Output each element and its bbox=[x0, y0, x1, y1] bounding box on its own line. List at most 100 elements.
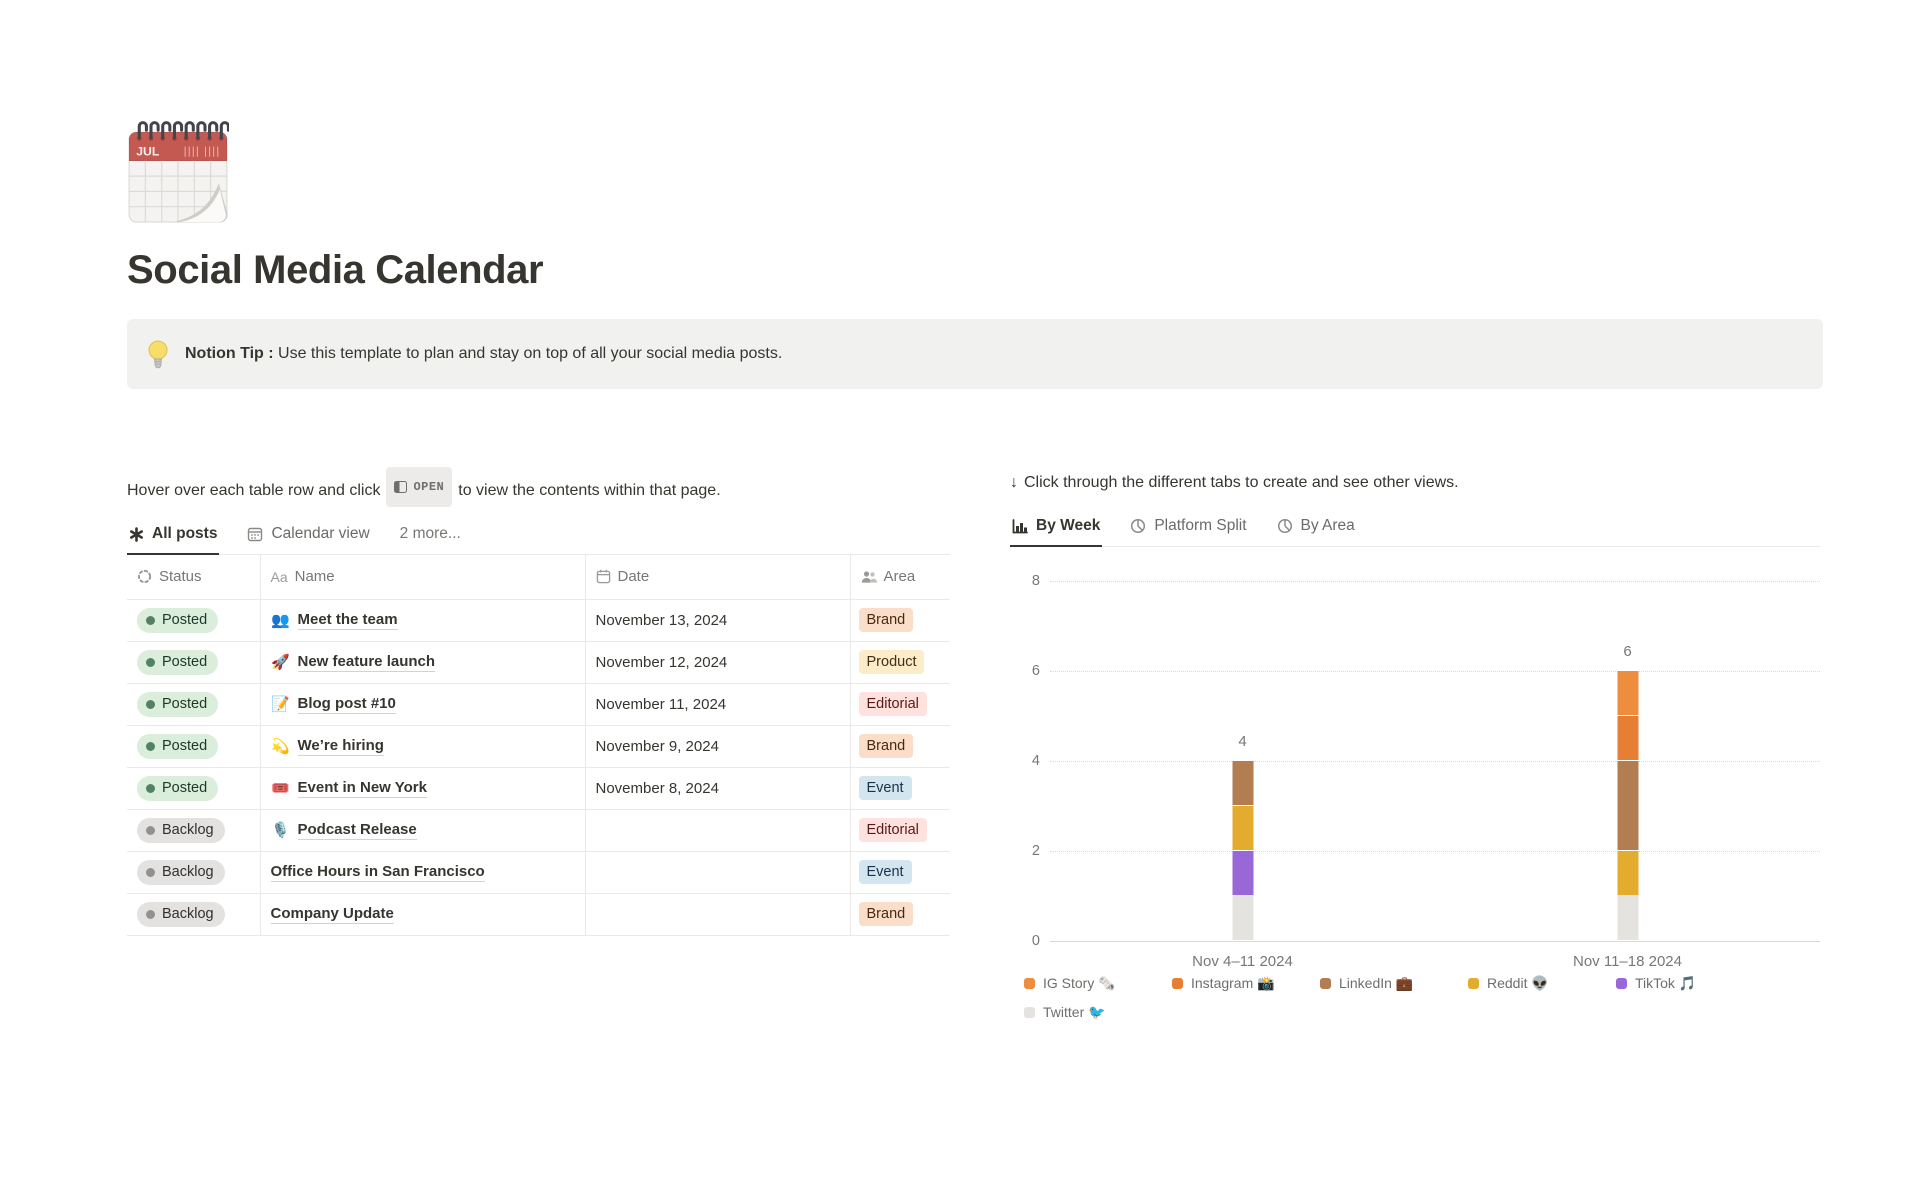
column-header-status[interactable]: Status bbox=[127, 555, 261, 600]
name-cell[interactable]: Company Update bbox=[260, 893, 586, 936]
table-row[interactable]: Backlog 🎙️ Podcast Release Editorial bbox=[127, 809, 950, 852]
tab-label: Calendar view bbox=[271, 525, 370, 542]
page-icon-spiral-calendar[interactable]: JUL bbox=[127, 116, 230, 224]
name-cell[interactable]: 👥 Meet the team bbox=[260, 599, 586, 642]
page-emoji-icon: 🎟️ bbox=[271, 780, 290, 797]
status-label: Posted bbox=[162, 654, 208, 670]
page-link[interactable]: Event in New York bbox=[297, 778, 427, 798]
tab-platform-split[interactable]: Platform Split bbox=[1128, 511, 1248, 547]
status-badge[interactable]: Posted bbox=[137, 607, 219, 633]
status-dot-icon bbox=[146, 909, 155, 919]
status-cell[interactable]: Posted bbox=[127, 641, 261, 684]
status-badge[interactable]: Backlog bbox=[137, 859, 225, 885]
tab-label: By Week bbox=[1036, 517, 1101, 534]
status-badge[interactable]: Posted bbox=[137, 649, 219, 675]
page-link[interactable]: We’re hiring bbox=[297, 736, 384, 756]
area-tag[interactable]: Brand bbox=[858, 734, 914, 758]
name-cell[interactable]: 💫 We’re hiring bbox=[260, 725, 586, 768]
legend-label: IG Story 🗞️ bbox=[1043, 975, 1116, 991]
status-cell[interactable]: Backlog bbox=[127, 893, 261, 936]
column-header-area[interactable]: Area bbox=[850, 555, 950, 600]
name-cell[interactable]: 🚀 New feature launch bbox=[260, 641, 586, 684]
page-link[interactable]: Office Hours in San Francisco bbox=[270, 862, 485, 882]
area-cell[interactable]: Brand bbox=[850, 599, 950, 642]
table-row[interactable]: Backlog Company Update Brand bbox=[127, 893, 950, 936]
area-tag[interactable]: Event bbox=[858, 776, 912, 800]
page-emoji-icon: 🚀 bbox=[271, 654, 290, 671]
name-cell[interactable]: 🎙️ Podcast Release bbox=[260, 809, 586, 852]
status-badge[interactable]: Posted bbox=[137, 775, 219, 801]
asterisk-icon bbox=[129, 526, 143, 542]
page-link[interactable]: Company Update bbox=[270, 904, 394, 924]
status-cell[interactable]: Posted bbox=[127, 767, 261, 810]
table-row[interactable]: Posted 🚀 New feature launch November 12, 20… bbox=[127, 641, 950, 684]
status-badge[interactable]: Posted bbox=[137, 733, 219, 759]
legend-item-ig-story: IG Story 🗞️ bbox=[1024, 975, 1172, 992]
tab-by-area[interactable]: By Area bbox=[1275, 511, 1357, 547]
page-link[interactable]: Meet the team bbox=[297, 610, 398, 630]
column-header-date[interactable]: Date bbox=[585, 555, 851, 600]
status-cell[interactable]: Backlog bbox=[127, 809, 261, 852]
name-cell[interactable]: 🎟️ Event in New York bbox=[260, 767, 586, 810]
page-emoji-icon: 💫 bbox=[271, 738, 290, 755]
area-tag[interactable]: Product bbox=[858, 650, 925, 674]
tab-more-views[interactable]: 2 more... bbox=[398, 519, 463, 555]
area-cell[interactable]: Event bbox=[850, 851, 950, 894]
chart-legend: IG Story 🗞️ Instagram 📸 LinkedIn 💼 Reddit 👽… bbox=[1024, 975, 1794, 1021]
date-cell[interactable]: November 13, 2024 bbox=[585, 599, 851, 642]
area-tag[interactable]: Editorial bbox=[858, 692, 927, 716]
status-cell[interactable]: Posted bbox=[127, 725, 261, 768]
legend-item-linkedin: LinkedIn 💼 bbox=[1320, 975, 1468, 992]
page-link[interactable]: New feature launch bbox=[297, 652, 436, 672]
tab-calendar-view[interactable]: Calendar view bbox=[245, 519, 371, 555]
area-cell[interactable]: Brand bbox=[850, 725, 950, 768]
area-tag[interactable]: Event bbox=[858, 860, 912, 884]
status-cell[interactable]: Backlog bbox=[127, 851, 261, 894]
date-cell[interactable] bbox=[585, 851, 851, 894]
date-cell[interactable]: November 11, 2024 bbox=[585, 683, 851, 726]
area-cell[interactable]: Event bbox=[850, 767, 950, 810]
status-badge[interactable]: Backlog bbox=[137, 901, 225, 927]
area-cell[interactable]: Editorial bbox=[850, 809, 950, 852]
table-row[interactable]: Backlog Office Hours in San Francisco Even… bbox=[127, 851, 950, 894]
name-cell[interactable]: 📝 Blog post #10 bbox=[260, 683, 586, 726]
status-dot-icon bbox=[146, 783, 155, 793]
date-cell[interactable] bbox=[585, 809, 851, 852]
area-tag[interactable]: Brand bbox=[858, 608, 914, 632]
status-dot-icon bbox=[146, 615, 155, 625]
page-emoji-icon: 👥 bbox=[271, 612, 290, 629]
page-emoji-icon: 📝 bbox=[271, 696, 290, 713]
table-row[interactable]: Posted 👥 Meet the team November 13, 2024 Bra… bbox=[127, 599, 950, 642]
status-label: Backlog bbox=[162, 864, 214, 880]
tab-by-week[interactable]: By Week bbox=[1010, 511, 1103, 547]
date-cell[interactable] bbox=[585, 893, 851, 936]
tab-all-posts[interactable]: All posts bbox=[127, 519, 220, 555]
table-row[interactable]: Posted 📝 Blog post #10 November 11, 2024 Edi… bbox=[127, 683, 950, 726]
status-badge[interactable]: Backlog bbox=[137, 817, 225, 843]
status-badge[interactable]: Posted bbox=[137, 691, 219, 717]
area-cell[interactable]: Product bbox=[850, 641, 950, 684]
page-link[interactable]: Blog post #10 bbox=[297, 694, 396, 714]
area-cell[interactable]: Editorial bbox=[850, 683, 950, 726]
status-cell[interactable]: Posted bbox=[127, 683, 261, 726]
chart-instruction: ↓ Click through the different tabs to cre… bbox=[1010, 474, 1459, 491]
date-cell[interactable]: November 12, 2024 bbox=[585, 641, 851, 684]
open-button[interactable]: OPEN bbox=[386, 467, 453, 507]
table-row[interactable]: Posted 🎟️ Event in New York November 8, 202… bbox=[127, 767, 950, 810]
area-tag[interactable]: Brand bbox=[858, 902, 914, 926]
legend-swatch-icon bbox=[1468, 978, 1479, 989]
bar-value-label: 6 bbox=[1623, 643, 1632, 660]
notion-tip-callout: Notion Tip : Use this template to plan a… bbox=[127, 319, 1823, 389]
calendar-icon bbox=[248, 527, 263, 542]
area-cell[interactable]: Brand bbox=[850, 893, 950, 936]
table-row[interactable]: Posted 💫 We’re hiring November 9, 2024 Brand bbox=[127, 725, 950, 768]
date-cell[interactable]: November 8, 2024 bbox=[585, 767, 851, 810]
date-cell[interactable]: November 9, 2024 bbox=[585, 725, 851, 768]
tab-label: By Area bbox=[1300, 517, 1355, 534]
area-tag[interactable]: Editorial bbox=[858, 818, 927, 842]
page-link[interactable]: Podcast Release bbox=[297, 820, 417, 840]
name-cell[interactable]: Office Hours in San Francisco bbox=[260, 851, 586, 894]
column-header-name[interactable]: Aa Name bbox=[260, 555, 586, 600]
status-cell[interactable]: Posted bbox=[127, 599, 261, 642]
x-axis-category-label: Nov 4–11 2024 bbox=[1192, 953, 1293, 970]
